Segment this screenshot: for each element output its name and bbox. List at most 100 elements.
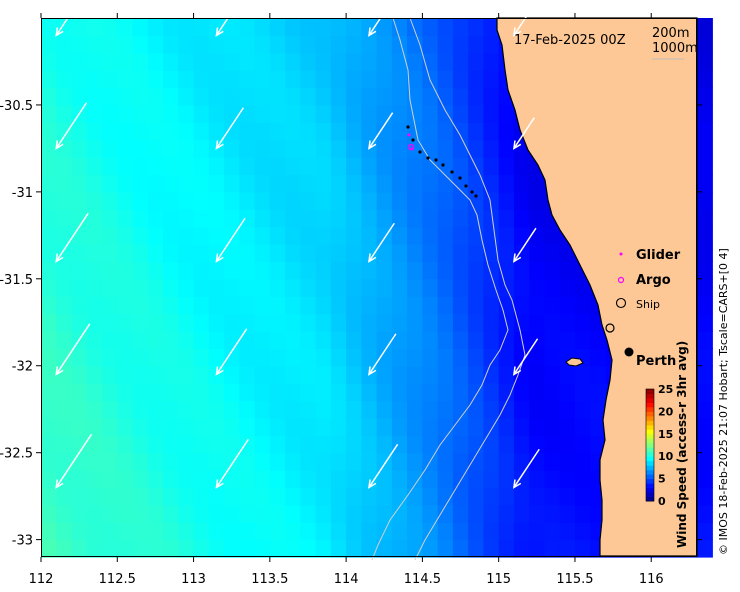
wind-speed-cell: [254, 209, 271, 228]
wind-speed-cell: [361, 278, 378, 297]
colorbar-segment: [646, 393, 654, 399]
wind-speed-cell: [56, 331, 73, 349]
wind-speed-cell: [86, 70, 103, 89]
wind-speed-cell: [407, 226, 423, 245]
wind-speed-cell: [361, 383, 378, 402]
wind-speed-cell: [391, 435, 408, 454]
wind-speed-cell: [513, 278, 530, 297]
wind-speed-cell: [132, 104, 149, 123]
wind-speed-cell: [697, 539, 713, 558]
wind-speed-cell: [376, 244, 393, 262]
wind-speed-cell: [117, 487, 134, 506]
wind-speed-cell: [361, 435, 378, 454]
wind-speed-cell: [437, 470, 454, 489]
wind-vectors: [55, 0, 540, 489]
wind-speed-cell: [41, 226, 57, 245]
wind-speed-cell: [422, 157, 439, 176]
colorbar-segment: [646, 402, 654, 408]
wind-speed-cell: [544, 400, 561, 419]
wind-speed-cell: [498, 122, 515, 141]
wind-speed-cell: [102, 417, 118, 436]
wind-speed-cell: [498, 104, 515, 123]
wind-speed-cell: [361, 539, 378, 558]
wind-speed-cell: [41, 331, 57, 349]
wind-speed-cell: [117, 400, 134, 419]
wind-speed-cell: [330, 244, 347, 262]
wind-speed-cell: [697, 226, 713, 245]
wind-speed-cell: [407, 435, 423, 454]
wind-speed-cell: [163, 226, 179, 245]
wind-speed-cell: [346, 313, 362, 332]
wind-speed-cell: [41, 383, 57, 402]
wind-speed-cell: [132, 278, 149, 297]
wind-speed-cell: [163, 104, 179, 123]
wind-speed-cell: [71, 191, 88, 210]
wind-speed-cell: [269, 539, 286, 558]
wind-vector-arrow: [368, 112, 394, 150]
wind-speed-cell: [361, 313, 378, 332]
colorbar-segment: [646, 492, 654, 497]
wind-speed-cell: [697, 470, 713, 489]
wind-speed-cell: [361, 487, 378, 506]
wind-speed-cell: [697, 417, 713, 436]
wind-speed-cell: [391, 87, 408, 106]
wind-speed-cell: [269, 296, 286, 315]
colorbar-segment: [646, 465, 654, 471]
wind-speed-cell: [422, 244, 439, 262]
wind-speed-cell: [208, 157, 225, 176]
wind-speed-cell: [437, 87, 454, 106]
wind-speed-cell: [559, 470, 576, 489]
wind-speed-cell: [498, 470, 515, 489]
wind-speed-cell: [102, 209, 118, 228]
wind-speed-cell: [361, 70, 378, 89]
x-tick-label: 114.5: [404, 572, 441, 587]
wind-speed-cell: [132, 487, 149, 506]
wind-speed-cell: [102, 157, 118, 176]
wind-speed-cell: [56, 504, 73, 523]
wind-speed-cell: [239, 400, 256, 419]
wind-speed-cell: [437, 226, 454, 245]
wind-speed-cell: [407, 174, 423, 193]
wind-speed-cell: [163, 487, 179, 506]
wind-speed-cell: [498, 157, 515, 176]
wind-vector-arrow: [512, 227, 537, 263]
wind-speed-cell: [468, 365, 485, 384]
wind-speed-cell: [269, 174, 286, 193]
wind-speed-cell: [330, 174, 347, 193]
wind-speed-cell: [269, 452, 286, 471]
wind-speed-cell: [544, 365, 561, 384]
wind-speed-cell: [498, 539, 515, 558]
x-tick-label: 112: [29, 572, 54, 587]
wind-speed-cell: [544, 331, 561, 349]
wind-speed-cell: [86, 244, 103, 262]
wind-speed-cell: [300, 400, 317, 419]
wind-speed-cell: [224, 313, 240, 332]
y-axis: -30.5 -31 -31.5 -32 -32.5 -33: [0, 99, 702, 549]
wind-speed-cell: [483, 104, 500, 123]
wind-speed-cell: [41, 209, 57, 228]
wind-speed-cell: [132, 348, 149, 367]
wind-speed-cell: [483, 504, 500, 523]
wind-speed-cell: [361, 191, 378, 210]
wind-speed-cell: [330, 522, 347, 541]
wind-speed-cell: [132, 122, 149, 141]
wind-speed-cell: [102, 504, 118, 523]
wind-speed-cell: [300, 365, 317, 384]
wind-speed-cell: [56, 70, 73, 89]
y-tick-label: -32: [12, 360, 33, 375]
wind-speed-cell: [468, 452, 485, 471]
wind-speed-cell: [41, 191, 57, 210]
y-tick-label: -31.5: [0, 273, 33, 288]
glider-track-point: [464, 184, 468, 188]
wind-speed-cell: [208, 278, 225, 297]
wind-speed-cell: [315, 122, 332, 141]
wind-speed-cell: [285, 313, 301, 332]
wind-speed-cell: [254, 487, 271, 506]
wind-speed-cell: [575, 435, 591, 454]
wind-speed-cell: [513, 261, 530, 280]
wind-speed-cell: [117, 504, 134, 523]
wind-speed-cell: [224, 331, 240, 349]
wind-speed-cell: [86, 261, 103, 280]
wind-speed-cell: [178, 435, 195, 454]
wind-speed-cell: [361, 104, 378, 123]
